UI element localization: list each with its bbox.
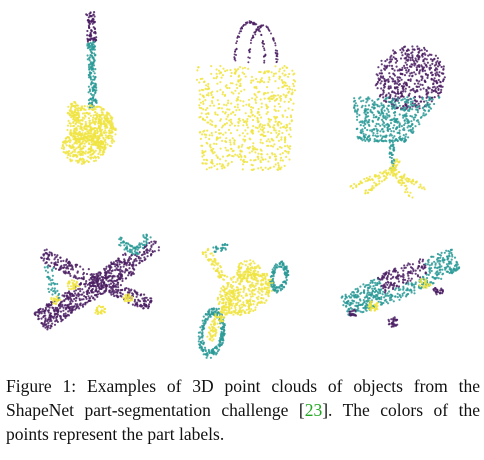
citation-link[interactable]: 23 [304,400,323,420]
point-cloud-figure [33,11,461,359]
bag-point-cloud [195,20,297,171]
skateboard-point-cloud [340,248,461,328]
caption-text-start: Figure 1: Examples of 3D point clouds of… [6,376,480,420]
caption-text-end: ]. The colors of the points represent th… [6,400,480,444]
motorbike-point-cloud [197,242,290,359]
chair-point-cloud [349,45,446,199]
airplane-point-cloud [33,233,160,331]
figure-caption: Figure 1: Examples of 3D point clouds of… [6,374,480,446]
guitar-point-cloud [60,11,117,165]
